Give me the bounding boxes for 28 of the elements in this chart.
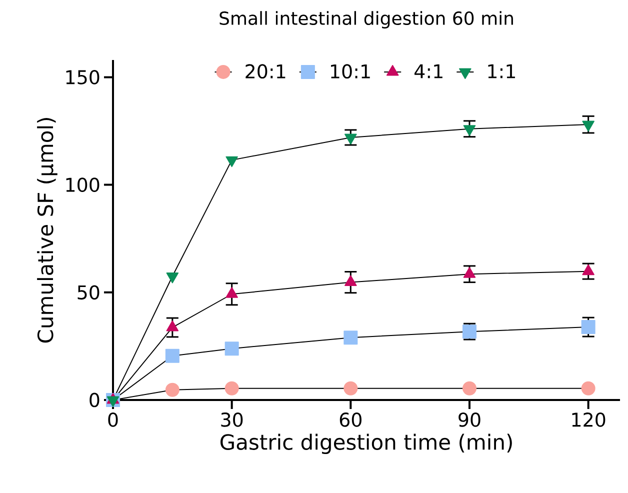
x-axis-title: Gastric digestion time (min)	[220, 434, 512, 454]
point	[581, 381, 596, 396]
point	[224, 342, 239, 356]
point	[165, 382, 180, 397]
point	[226, 156, 238, 168]
y-tick-label: 100	[66, 178, 100, 192]
point	[462, 381, 476, 396]
x-tick-label: 60	[340, 412, 362, 427]
x-tick-label: 30	[221, 412, 243, 427]
legend-label: 1:1	[488, 64, 515, 78]
x-tick-label: 90	[458, 412, 480, 427]
chart-title: Small intestinal digestion 60 min	[220, 11, 513, 29]
x-tick-label: 120	[572, 412, 606, 427]
y-axis-title: Cumulative SF (µmol)	[37, 118, 58, 343]
legend-label: 20:1	[246, 64, 286, 79]
point	[344, 134, 357, 144]
point	[224, 381, 239, 396]
legend-label: 4:1	[414, 64, 442, 78]
y-tick-label: 150	[66, 70, 100, 84]
point	[165, 348, 180, 363]
point	[581, 320, 596, 334]
point	[344, 381, 358, 396]
point	[344, 330, 358, 345]
y-tick-label: 0	[90, 392, 100, 408]
point	[166, 272, 179, 284]
legend-label: 10:1	[331, 64, 370, 79]
y-tick-label: 50	[78, 285, 100, 300]
x-tick-label: 0	[108, 412, 118, 427]
